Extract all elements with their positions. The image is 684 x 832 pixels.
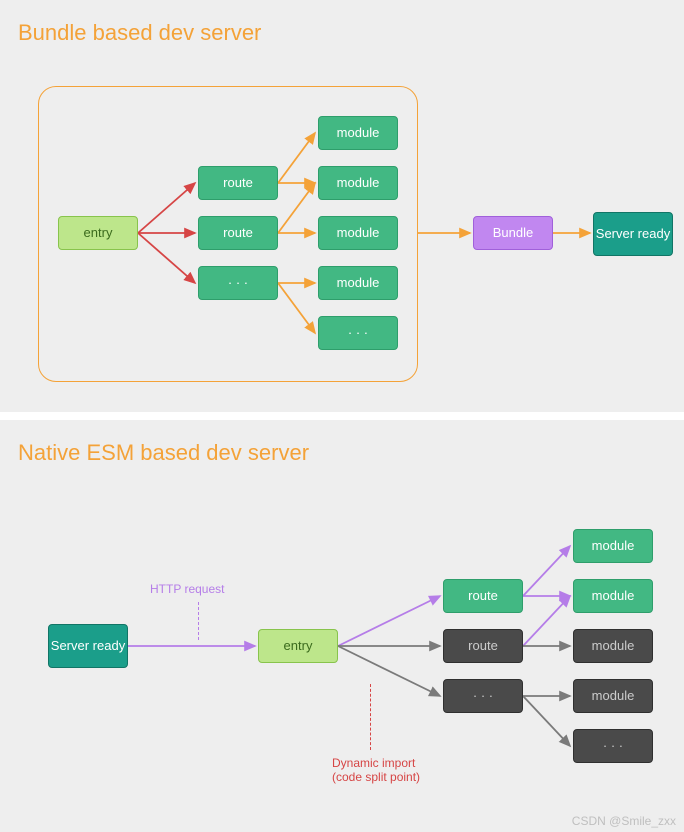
- node-route1: route: [443, 579, 523, 613]
- node-mod2: module: [318, 166, 398, 200]
- node-server: Server ready: [48, 624, 128, 668]
- panel-bundle: Bundle based dev server entry route route ·…: [0, 0, 684, 412]
- dash-dynamic: [370, 684, 371, 750]
- node-route3: · · ·: [198, 266, 278, 300]
- dash-http: [198, 602, 199, 640]
- node-mod5: · · ·: [573, 729, 653, 763]
- watermark: CSDN @Smile_zxx: [572, 814, 676, 828]
- node-mod1: module: [318, 116, 398, 150]
- panel1-title: Bundle based dev server: [18, 20, 666, 46]
- panel2-title: Native ESM based dev server: [18, 440, 666, 466]
- node-route2: route: [198, 216, 278, 250]
- annot-dynamic: Dynamic import(code split point): [332, 756, 420, 784]
- panel-esm: Native ESM based dev server Server ready…: [0, 420, 684, 832]
- node-route2: route: [443, 629, 523, 663]
- node-mod1: module: [573, 529, 653, 563]
- node-server: Server ready: [593, 212, 673, 256]
- node-mod5: · · ·: [318, 316, 398, 350]
- node-entry: entry: [258, 629, 338, 663]
- node-mod4: module: [573, 679, 653, 713]
- node-mod3: module: [573, 629, 653, 663]
- node-mod2: module: [573, 579, 653, 613]
- node-entry: entry: [58, 216, 138, 250]
- node-mod3: module: [318, 216, 398, 250]
- node-route1: route: [198, 166, 278, 200]
- panel2-canvas: Server ready entry route route · · · module mo…: [18, 484, 666, 804]
- node-route3: · · ·: [443, 679, 523, 713]
- panel1-canvas: entry route route · · · module module module mo…: [18, 64, 666, 384]
- node-bundle: Bundle: [473, 216, 553, 250]
- annot-http: HTTP request: [150, 582, 224, 596]
- node-mod4: module: [318, 266, 398, 300]
